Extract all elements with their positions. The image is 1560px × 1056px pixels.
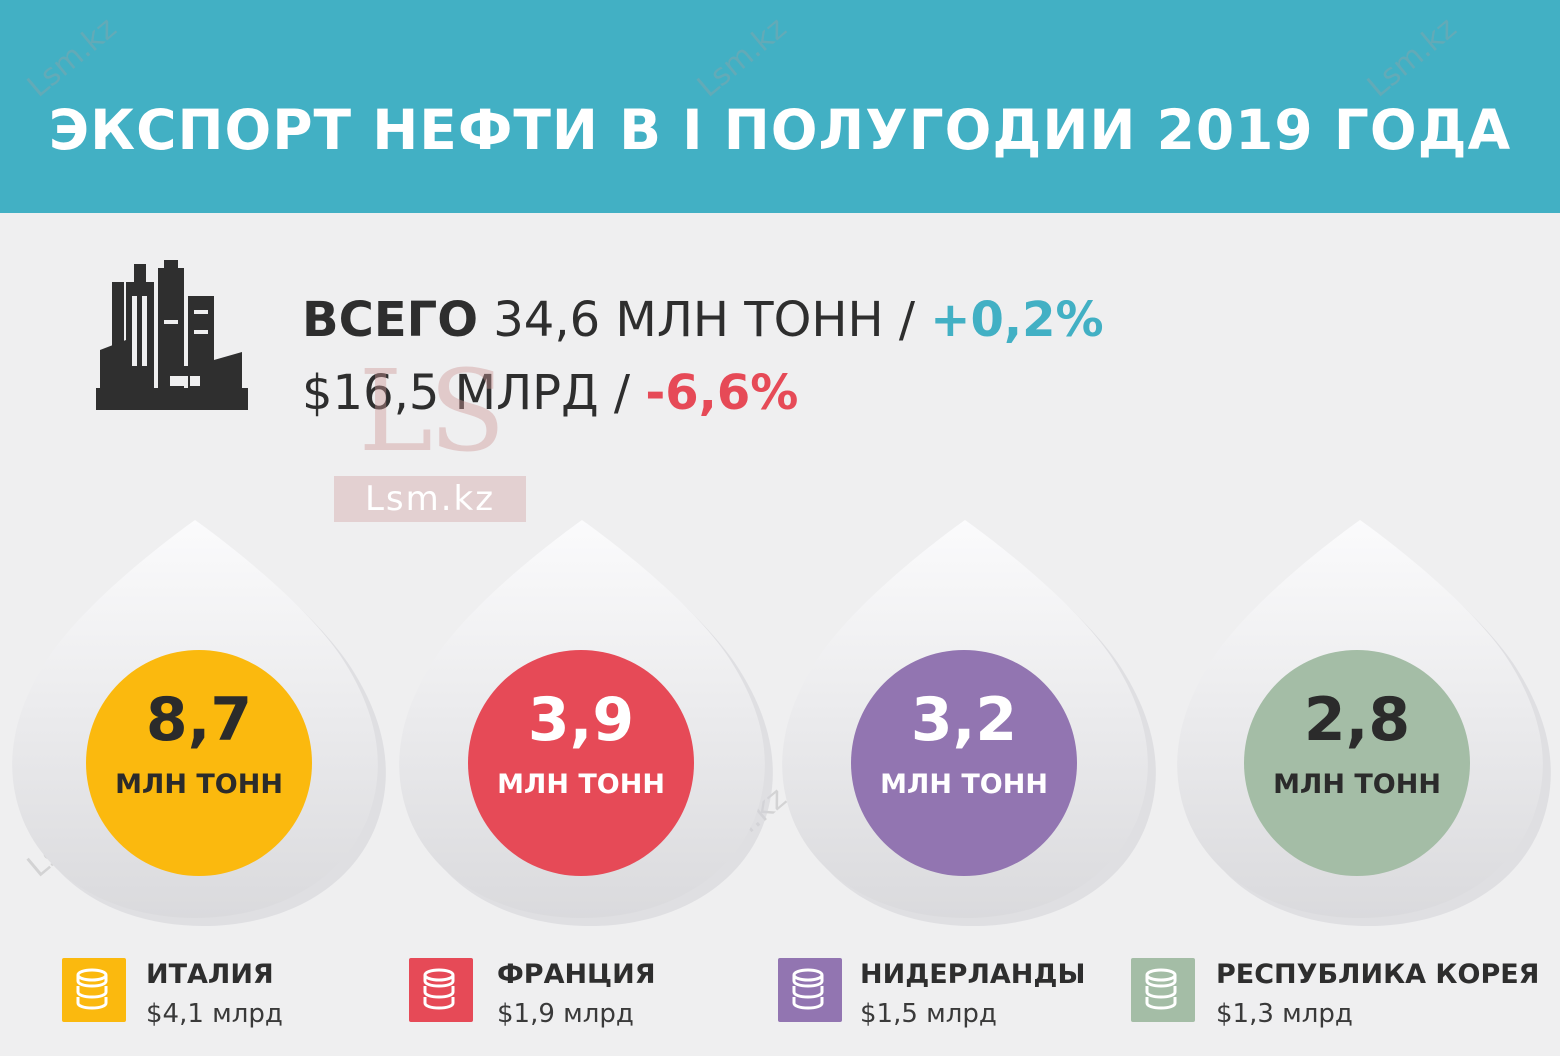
total-tonnage: 34,6 МЛН ТОНН — [493, 292, 884, 348]
legend-country-name: НИДЕРЛАНДЫ — [860, 959, 1086, 990]
coins-stack-icon — [409, 958, 473, 1022]
disc-unit: МЛН ТОНН — [1273, 769, 1441, 800]
value-disc: 8,7 МЛН ТОНН — [86, 650, 312, 876]
value-change: -6,6% — [645, 365, 799, 421]
value-disc: 3,2 МЛН ТОНН — [851, 650, 1077, 876]
legend-country-name: ИТАЛИЯ — [146, 959, 274, 990]
legend-country-name: РЕСПУБЛИКА КОРЕЯ — [1216, 959, 1540, 990]
legend-country-name: ФРАНЦИЯ — [497, 959, 656, 990]
separator: / — [613, 365, 631, 421]
disc-unit: МЛН ТОНН — [115, 769, 283, 800]
disc-value: 3,2 — [910, 685, 1018, 755]
total-label: ВСЕГО — [302, 292, 478, 348]
disc-value: 3,9 — [527, 685, 635, 755]
coins-stack-icon — [778, 958, 842, 1022]
lsm-logo: LS Lsm.kz — [334, 352, 526, 524]
legend-money-value: $1,9 млрд — [497, 999, 634, 1029]
oil-refinery-icon — [96, 260, 248, 414]
total-value-line: $16,5 МЛРД / -6,6% — [302, 363, 798, 423]
value-disc: 2,8 МЛН ТОНН — [1244, 650, 1470, 876]
page-title: ЭКСПОРТ НЕФТИ В I ПОЛУГОДИИ 2019 ГОДА — [48, 98, 1512, 162]
total-value: $16,5 МЛРД — [302, 365, 599, 421]
logo-site: Lsm.kz — [334, 476, 526, 522]
separator: / — [898, 292, 915, 348]
header-banner: ЭКСПОРТ НЕФТИ В I ПОЛУГОДИИ 2019 ГОДА — [0, 0, 1560, 213]
coins-stack-icon — [1131, 958, 1195, 1022]
coins-stack-icon — [62, 958, 126, 1022]
legend-money-value: $1,5 млрд — [860, 999, 997, 1029]
value-disc: 3,9 МЛН ТОНН — [468, 650, 694, 876]
legend-money-value: $4,1 млрд — [146, 999, 283, 1029]
disc-unit: МЛН ТОНН — [880, 769, 1048, 800]
disc-value: 8,7 — [145, 685, 253, 755]
total-tonnage-line: ВСЕГО 34,6 МЛН ТОНН / +0,2% — [302, 290, 1104, 350]
legend-money-value: $1,3 млрд — [1216, 999, 1353, 1029]
disc-value: 2,8 — [1303, 685, 1411, 755]
tonnage-change: +0,2% — [930, 292, 1104, 348]
disc-unit: МЛН ТОНН — [497, 769, 665, 800]
logo-letters: LS — [358, 347, 505, 477]
